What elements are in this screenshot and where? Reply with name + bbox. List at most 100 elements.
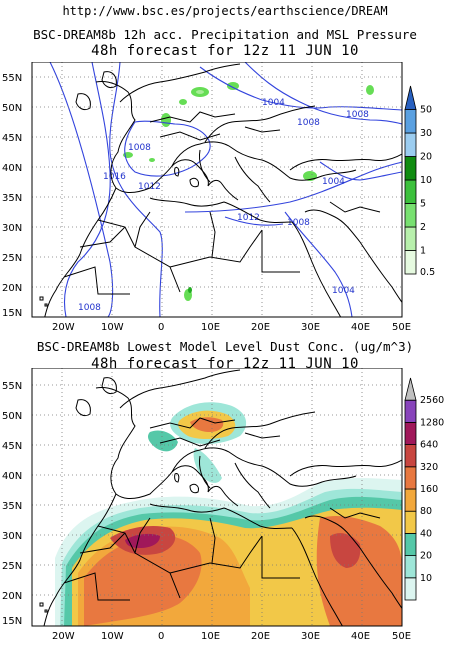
bottom-lon-labels: 20W 10W 0 10E 20E 30E 40E 50E	[52, 631, 411, 642]
lat-label: 50N	[2, 103, 22, 114]
isobar-label: 1008	[346, 110, 369, 120]
lat-label: 20N	[2, 591, 22, 602]
colorbar-label: 20	[420, 152, 432, 163]
lon-label: 10W	[101, 322, 124, 333]
bottom-map-title: BSC-DREAM8b Lowest Model Level Dust Conc…	[36, 339, 414, 354]
lat-label: 40N	[2, 163, 22, 174]
lon-label: 30E	[301, 631, 320, 642]
lon-label: 10E	[201, 631, 220, 642]
isobar-label: 1004	[322, 177, 345, 187]
colorbar-label: 160	[420, 484, 438, 495]
colorbar-label: 320	[420, 462, 438, 473]
lat-label: 15N	[2, 616, 22, 627]
colorbar-label: 40	[420, 528, 432, 539]
dust-concentration-map: 55N 50N 45N 40N 35N 30N 25N 20N 15N 20W …	[2, 368, 444, 642]
colorbar-swatch	[404, 532, 417, 556]
lon-label: 0	[158, 322, 164, 333]
colorbar-label: 80	[420, 506, 432, 517]
colorbar-swatch	[404, 399, 417, 423]
isobar-label: 1012	[237, 213, 260, 223]
source-url: http://www.bsc.es/projects/earthscience/…	[62, 4, 388, 18]
lat-label: 40N	[2, 471, 22, 482]
isobar-label: 1008	[128, 143, 151, 153]
colorbar-swatch	[404, 226, 417, 251]
isobar-label: 1012	[138, 182, 161, 192]
colorbar-label: 1280	[420, 417, 444, 428]
colorbar-swatch	[404, 156, 417, 181]
precipitation-pressure-map: 1004 1008 1008 1008 1016 1012 1004 1012 …	[2, 62, 435, 333]
colorbar-swatch	[404, 377, 417, 401]
top-map-subtitle: 48h forecast for 12z 11 JUN 10	[91, 43, 359, 59]
colorbar-label: 5	[420, 199, 426, 210]
colorbar-swatch	[404, 444, 417, 468]
colorbar-swatch	[404, 203, 417, 228]
precipitation-colorbar: 0.5 1 2 5 10 20 30 50	[404, 85, 435, 278]
graticule	[32, 62, 402, 317]
colorbar-swatch	[404, 132, 417, 157]
lat-label: 45N	[2, 441, 22, 452]
lat-label: 35N	[2, 193, 22, 204]
lon-label: 0	[158, 631, 164, 642]
isobar-label: 1008	[287, 218, 310, 228]
lon-label: 20W	[52, 631, 75, 642]
top-map-frame	[31, 62, 403, 318]
lon-label: 50E	[392, 322, 411, 333]
bottom-lat-labels: 55N 50N 45N 40N 35N 30N 25N 20N 15N	[2, 381, 22, 627]
colorbar-label: 0.5	[420, 267, 435, 278]
lat-label: 55N	[2, 73, 22, 84]
bottom-map-frame	[31, 368, 403, 627]
colorbar-swatch	[404, 109, 417, 134]
dust-field	[55, 402, 402, 626]
lon-label: 40E	[351, 631, 370, 642]
colorbar-label: 640	[420, 440, 438, 451]
lat-label: 25N	[2, 561, 22, 572]
top-lat-labels: 55N 50N 45N 40N 35N 30N 25N 20N 15N	[2, 73, 22, 319]
lat-label: 15N	[2, 308, 22, 319]
lon-label: 20E	[251, 322, 270, 333]
colorbar-swatch	[404, 85, 417, 110]
isobar-label: 1008	[78, 303, 101, 313]
precipitation-field	[123, 82, 374, 301]
lat-label: 30N	[2, 531, 22, 542]
colorbar-label: 20	[420, 551, 432, 562]
lat-label: 35N	[2, 501, 22, 512]
colorbar-swatch	[404, 179, 417, 204]
lon-label: 20W	[52, 322, 75, 333]
isobar-labels: 1004 1008 1008 1008 1016 1012 1004 1012 …	[78, 98, 369, 313]
colorbar-swatch	[404, 250, 417, 275]
lon-label: 10W	[101, 631, 124, 642]
lon-label: 50E	[392, 631, 411, 642]
colorbar-label: 2560	[420, 395, 444, 406]
colorbar-swatch	[404, 555, 417, 579]
isobar-label: 1008	[297, 118, 320, 128]
dust-colorbar: 10 20 40 80 160 320 640 1280 2560	[404, 377, 444, 601]
colorbar-label: 10	[420, 175, 432, 186]
lon-label: 10E	[201, 322, 220, 333]
colorbar-label: 2	[420, 222, 426, 233]
lat-label: 25N	[2, 253, 22, 264]
isobar-label: 1004	[262, 98, 285, 108]
colorbar-swatch	[404, 466, 417, 490]
colorbar-swatch	[404, 488, 417, 512]
colorbar-label: 10	[420, 573, 432, 584]
lat-label: 55N	[2, 381, 22, 392]
lat-label: 45N	[2, 133, 22, 144]
lat-label: 30N	[2, 223, 22, 234]
colorbar-swatch	[404, 510, 417, 534]
colorbar-label: 50	[420, 105, 432, 116]
lon-label: 20E	[251, 631, 270, 642]
top-lon-labels: 20W 10W 0 10E 20E 30E 40E 50E	[52, 322, 411, 333]
colorbar-label: 30	[420, 128, 432, 139]
top-map-title: BSC-DREAM8b 12h acc. Precipitation and M…	[33, 27, 417, 42]
top-map-background	[32, 62, 402, 317]
lon-label: 40E	[351, 322, 370, 333]
lon-label: 30E	[301, 322, 320, 333]
isobar-label: 1016	[103, 172, 126, 182]
lat-label: 20N	[2, 283, 22, 294]
lat-label: 50N	[2, 411, 22, 422]
colorbar-swatch	[404, 577, 417, 601]
colorbar-swatch	[404, 422, 417, 446]
isobar-contours	[49, 62, 402, 317]
isobar-label: 1004	[332, 286, 355, 296]
colorbar-label: 1	[420, 246, 426, 257]
